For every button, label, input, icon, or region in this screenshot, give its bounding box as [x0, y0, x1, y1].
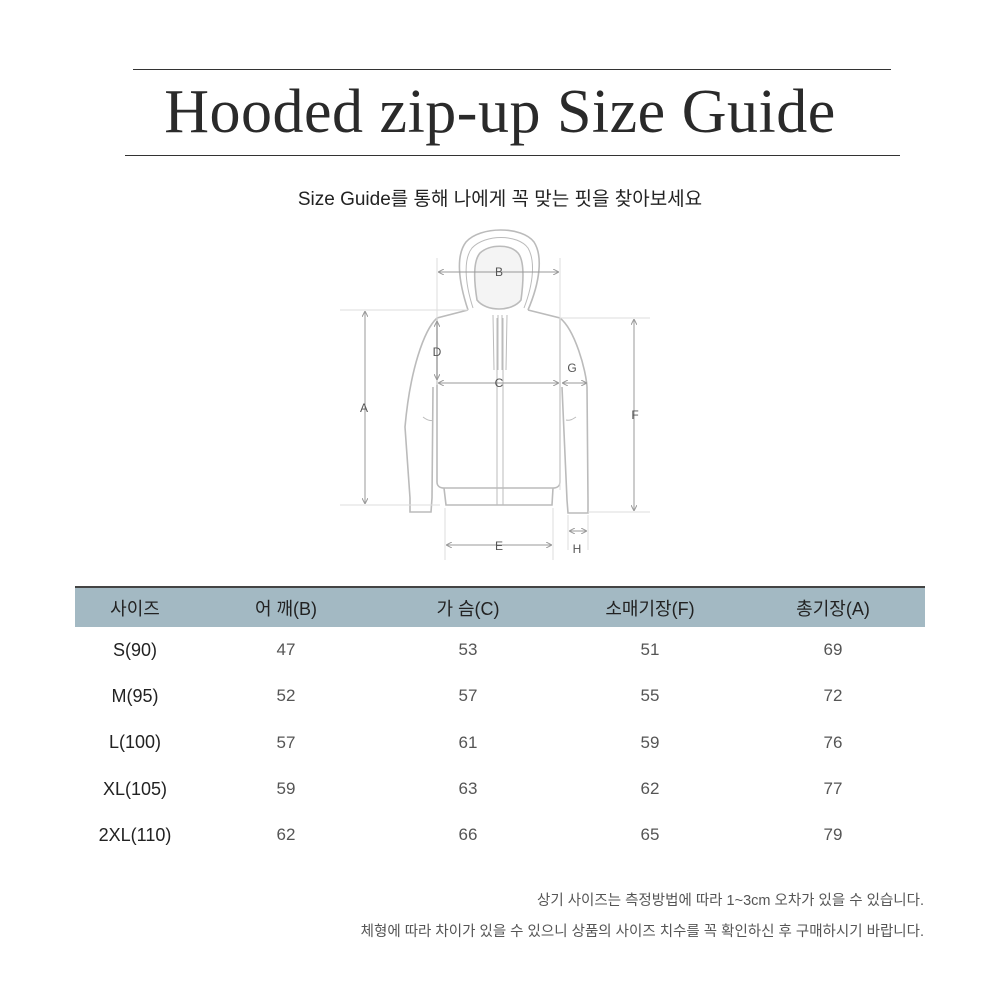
measurement-cell: 52	[276, 686, 296, 706]
column-header-size: 사이즈	[75, 586, 195, 627]
title-top-rule	[133, 69, 891, 70]
measurement-cell: 51	[640, 640, 660, 660]
measurement-cell: 53	[458, 640, 478, 660]
measurement-arrows	[365, 272, 634, 545]
measurement-cell: 66	[458, 825, 478, 845]
size-table: 사이즈 어 깨(B) 가 슴(C) 소매기장(F) 총기장(A) S(90) 47…	[75, 586, 925, 858]
measurement-cell: 57	[276, 732, 296, 752]
measurement-cell: 62	[276, 825, 296, 845]
measurement-cell: 76	[823, 732, 843, 752]
size-cell: L(100)	[108, 732, 162, 753]
measurement-cell: 79	[823, 825, 843, 845]
column-header-sleeve: 소매기장(F)	[559, 586, 741, 627]
measurement-cell: 55	[640, 686, 660, 706]
label-d: D	[433, 345, 442, 359]
measurement-cell: 47	[276, 640, 296, 660]
column-header-total-length: 총기장(A)	[741, 586, 925, 627]
size-cell: S(90)	[112, 639, 157, 660]
measurement-cell: 69	[823, 640, 843, 660]
note-measurement-tolerance: 상기 사이즈는 측정방법에 따라 1~3cm 오차가 있을 수 있습니다.	[537, 893, 924, 909]
label-f: F	[631, 408, 638, 422]
measurement-cell: 61	[458, 732, 478, 752]
measurement-cell: 72	[823, 686, 843, 706]
page-title: Hooded zip-up Size Guide	[164, 78, 836, 146]
note-check-size: 체형에 따라 차이가 있을 수 있으니 상품의 사이즈 치수를 꼭 확인하신 후…	[360, 924, 924, 940]
table-row: 2XL(110) 62 66 65 79	[75, 812, 925, 858]
measurement-cell: 65	[640, 825, 660, 845]
measurement-cell: 77	[823, 779, 843, 799]
title-bottom-rule	[125, 155, 900, 156]
table-row: M(95) 52 57 55 72	[75, 673, 925, 719]
hoodie-measurement-diagram: B D C G A F E H	[340, 229, 650, 560]
size-cell: 2XL(110)	[98, 824, 172, 845]
table-header-row: 사이즈 어 깨(B) 가 슴(C) 소매기장(F) 총기장(A)	[75, 586, 925, 627]
size-cell: M(95)	[111, 685, 159, 706]
measurement-cell: 57	[458, 686, 478, 706]
subtitle: Size Guide를 통해 나에게 꼭 맞는 핏을 찾아보세요	[297, 189, 703, 210]
label-e: E	[495, 539, 503, 553]
column-header-shoulder: 어 깨(B)	[195, 586, 377, 627]
hoodie-outline	[404, 229, 589, 514]
measurement-cell: 62	[640, 779, 660, 799]
label-g: G	[567, 361, 576, 375]
label-a: A	[360, 401, 368, 415]
table-row: XL(105) 59 63 62 77	[75, 766, 925, 812]
column-header-chest: 가 슴(C)	[377, 586, 559, 627]
measurement-cell: 59	[640, 732, 660, 752]
measurement-cell: 59	[276, 779, 296, 799]
label-c: C	[495, 376, 504, 390]
measurement-cell: 63	[458, 779, 478, 799]
label-b: B	[495, 265, 503, 279]
table-row: S(90) 47 53 51 69	[75, 627, 925, 673]
table-row: L(100) 57 61 59 76	[75, 720, 925, 766]
label-h: H	[573, 542, 582, 556]
size-cell: XL(105)	[102, 778, 168, 799]
